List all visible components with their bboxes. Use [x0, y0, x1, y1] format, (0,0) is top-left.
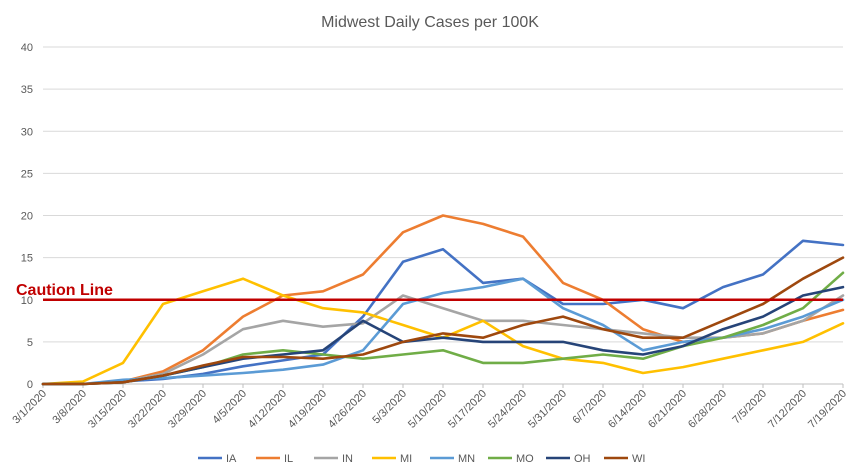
y-axis-ticks: 0 5 10 15 20 25 30 35 40	[21, 42, 33, 391]
y-tick-label: 5	[27, 337, 33, 349]
chart-title: Midwest Daily Cases per 100K	[321, 14, 539, 31]
legend: IA IL IN MI MN MO OH WI	[198, 453, 645, 465]
y-tick-label: 40	[21, 42, 33, 54]
y-tick-label: 35	[21, 84, 33, 96]
series-line-oh	[41, 285, 845, 386]
y-tick-label: 20	[21, 211, 33, 223]
x-tick-label: 7/12/2020	[766, 388, 809, 431]
legend-label-ia: IA	[226, 453, 237, 465]
legend-label-oh: OH	[574, 453, 591, 465]
caution-line-label: Caution Line	[16, 282, 113, 299]
x-tick-label: 7/5/2020	[730, 388, 769, 427]
x-tick-label: 6/21/2020	[646, 388, 689, 431]
x-tick-label: 3/29/2020	[166, 388, 209, 431]
legend-label-in: IN	[342, 453, 353, 465]
x-tick-label: 5/31/2020	[526, 388, 569, 431]
x-tick-label: 7/19/2020	[806, 388, 849, 431]
x-tick-label: 4/12/2020	[246, 388, 289, 431]
legend-label-mi: MI	[400, 453, 412, 465]
legend-label-mn: MN	[458, 453, 475, 465]
x-tick-label: 5/24/2020	[486, 388, 529, 431]
x-tick-label: 3/22/2020	[126, 388, 169, 431]
legend-label-il: IL	[284, 453, 293, 465]
x-tick-label: 6/14/2020	[606, 388, 649, 431]
x-tick-label: 3/1/2020	[10, 388, 49, 427]
x-tick-label: 5/10/2020	[406, 388, 449, 431]
series-line-mn	[41, 277, 845, 386]
series-line-in	[41, 294, 845, 386]
x-tick-label: 4/19/2020	[286, 388, 329, 431]
x-tick-label: 5/3/2020	[370, 388, 409, 427]
y-tick-label: 30	[21, 126, 33, 138]
x-tick-label: 3/8/2020	[50, 388, 89, 427]
x-axis-ticks: 3/1/2020 3/8/20203/15/20203/22/20203/29/2…	[10, 384, 849, 431]
legend-label-wi: WI	[632, 453, 645, 465]
x-tick-label: 4/5/2020	[210, 388, 249, 427]
x-tick-label: 4/26/2020	[326, 388, 369, 431]
series-line-wi	[41, 256, 845, 386]
legend-label-mo: MO	[516, 453, 534, 465]
x-tick-label: 5/17/2020	[446, 388, 489, 431]
y-tick-label: 10	[21, 295, 33, 307]
series-line-ia	[41, 239, 845, 386]
x-tick-label: 6/28/2020	[686, 388, 729, 431]
y-tick-label: 25	[21, 168, 33, 180]
series-line-mi	[41, 277, 845, 386]
y-tick-label: 0	[27, 379, 33, 391]
x-tick-label: 6/7/2020	[570, 388, 609, 427]
y-tick-label: 15	[21, 253, 33, 265]
x-tick-label: 3/15/2020	[86, 388, 129, 431]
